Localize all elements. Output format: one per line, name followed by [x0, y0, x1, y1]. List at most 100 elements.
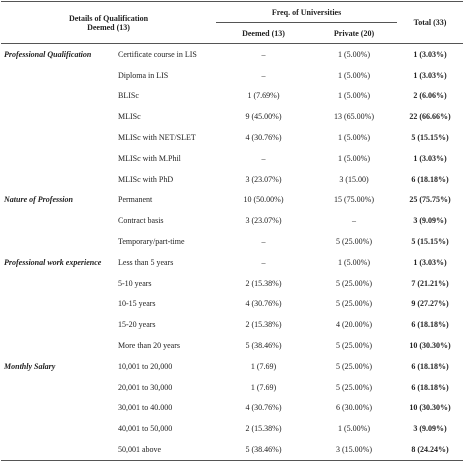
group-label — [1, 398, 116, 419]
group-label — [1, 335, 116, 356]
private-value: 5 (25.00%) — [336, 341, 373, 351]
total-value: 3 (9.09%) — [413, 424, 447, 434]
item-label: More than 20 years — [118, 341, 180, 351]
item-label: 15-20 years — [118, 320, 156, 330]
group-label — [1, 418, 116, 439]
item-label: 10,001 to 20,000 — [118, 361, 173, 371]
total-value: 5 (15.15%) — [411, 133, 449, 143]
deemed-value: – — [261, 49, 266, 59]
item-label: 40,001 to 50,000 — [118, 424, 173, 434]
group-label — [1, 148, 116, 169]
table-row: MLISc with PhD 3 (23.07%) 3 (15.00) 6 (18.1… — [1, 169, 463, 190]
table-row: MLISc with M.Phil – 1 (5.00%) 1 (3.03%) — [1, 148, 463, 169]
deemed-value: – — [261, 257, 266, 267]
group-label — [1, 86, 116, 107]
item-label: BLISc — [118, 91, 139, 101]
private-value: 4 (20.00%) — [336, 320, 373, 330]
item-label: MLISc with M.Phil — [118, 153, 181, 163]
total-value: 5 (15.15%) — [411, 237, 449, 247]
private-value: 1 (5.00%) — [338, 91, 371, 101]
details-header: Details of Qualification Deemed (13) — [1, 1, 217, 44]
group-label — [1, 377, 116, 398]
item-label: 30,001 to 40.000 — [118, 403, 173, 413]
total-value: 22 (66.66%) — [409, 112, 451, 122]
private-value: 1 (5.00%) — [338, 257, 371, 267]
table-row: Diploma in LIS – 1 (5.00%) 1 (3.03%) — [1, 65, 463, 86]
item-label: MLISc — [118, 112, 141, 122]
table-row: BLISc 1 (7.69%) 1 (5.00%) 2 (6.06%) — [1, 86, 463, 107]
deemed-value: 4 (30.76%) — [245, 403, 282, 413]
item-label: Permanent — [118, 195, 153, 205]
total-value: 1 (3.03%) — [413, 70, 447, 80]
table-row: Contract basis 3 (23.07%) – 3 (9.09%) — [1, 210, 463, 231]
table-row: 50,001 above 5 (38.46%) 3 (15.00%) 8 (24.24… — [1, 439, 464, 461]
deemed-value: 2 (15.38%) — [245, 424, 282, 434]
private-value: 3 (15.00%) — [311, 439, 398, 461]
private-value: 5 (25.00%) — [336, 237, 373, 247]
table-row: 30,001 to 40.000 4 (30.76%) 6 (30.00%) 10 (… — [1, 398, 463, 419]
table-row: MLISc with NET/SLET 4 (30.76%) 1 (5.00%) 5 … — [1, 127, 463, 148]
private-value: – — [352, 216, 357, 226]
total-value: 25 (75.75%) — [409, 195, 451, 205]
table-row: Temporary/part-time – 5 (25.00%) 5 (15.15%) — [1, 231, 463, 252]
total-value: 3 (9.09%) — [413, 216, 447, 226]
total-value: 6 (18.18%) — [411, 382, 449, 392]
table-row: 40,001 to 50,000 2 (15.38%) 1 (5.00%) 3 (9.… — [1, 418, 463, 439]
freq-header: Freq. of Universities — [216, 1, 398, 23]
total-value: 6 (18.18%) — [411, 320, 449, 330]
total-value: 10 (30.30%) — [409, 403, 451, 413]
total-value: 1 (3.03%) — [413, 153, 447, 163]
private-value: 5 (25.00%) — [336, 299, 373, 309]
table-body: Professional Qualification Certificate co… — [1, 44, 464, 461]
total-value: 1 (3.03%) — [413, 257, 447, 267]
total-value: 2 (6.06%) — [413, 91, 447, 101]
deemed-value: 4 (30.76%) — [245, 299, 282, 309]
item-label: 5-10 years — [118, 278, 152, 288]
table-row: 10-15 years 4 (30.76%) 5 (25.00%) 9 (27.27%… — [1, 294, 463, 315]
deemed-value: 3 (23.07%) — [245, 174, 282, 184]
private-value: 5 (25.00%) — [336, 382, 373, 392]
deemed-value: 10 (50.00%) — [243, 195, 284, 205]
item-label: Diploma in LIS — [118, 70, 169, 80]
private-value: 5 (25.00%) — [336, 278, 373, 288]
table-row: 20,001 to 30,000 1 (7.69) 5 (25.00%) 6 (18.… — [1, 377, 463, 398]
table-row: Nature of Profession Permanent 10 (50.00%)… — [1, 190, 463, 211]
private-value: 1 (5.00%) — [338, 424, 371, 434]
private-value: 1 (5.00%) — [338, 49, 371, 59]
deemed-value: 3 (23.07%) — [245, 216, 282, 226]
total-value: 8 (24.24%) — [397, 439, 464, 461]
private-value: 13 (65.00%) — [334, 112, 375, 122]
total-value: 6 (18.18%) — [411, 174, 449, 184]
deemed-value: 1 (7.69%) — [247, 91, 280, 101]
private-value: 1 (5.00%) — [338, 133, 371, 143]
item-label: 50,001 above — [116, 439, 217, 461]
item-label: 20,001 to 30,000 — [118, 382, 173, 392]
table-row: Professional work experience Less than 5 … — [1, 252, 463, 273]
group-label — [1, 231, 116, 252]
total-value: 10 (30.30%) — [409, 341, 451, 351]
group-label: Monthly Salary — [4, 361, 56, 371]
group-label — [1, 127, 116, 148]
table-row: More than 20 years 5 (38.46%) 5 (25.00%) 10… — [1, 335, 463, 356]
table-row: Monthly Salary 10,001 to 20,000 1 (7.69) 5 … — [1, 356, 463, 377]
group-label: Professional Qualification — [4, 49, 92, 59]
deemed-value: 1 (7.69) — [250, 382, 277, 392]
deemed-value: – — [261, 237, 266, 247]
group-label — [1, 314, 116, 335]
group-label — [1, 169, 116, 190]
group-label — [1, 273, 116, 294]
total-value: 6 (18.18%) — [411, 361, 449, 371]
deemed-value: 2 (15.38%) — [245, 278, 282, 288]
group-label: Nature of Profession — [4, 195, 73, 205]
deemed-value: 5 (38.46%) — [245, 341, 282, 351]
table-row: MLISc 9 (45.00%) 13 (65.00%) 22 (66.66%) — [1, 106, 463, 127]
group-label — [1, 294, 116, 315]
private-value: 1 (5.00%) — [338, 70, 371, 80]
group-label — [1, 439, 116, 461]
table-row: Professional Qualification Certificate co… — [1, 44, 463, 65]
private-value: 15 (75.00%) — [334, 195, 375, 205]
deemed-value: – — [261, 70, 266, 80]
item-label: Certificate course in LIS — [118, 49, 197, 59]
group-label — [1, 210, 116, 231]
